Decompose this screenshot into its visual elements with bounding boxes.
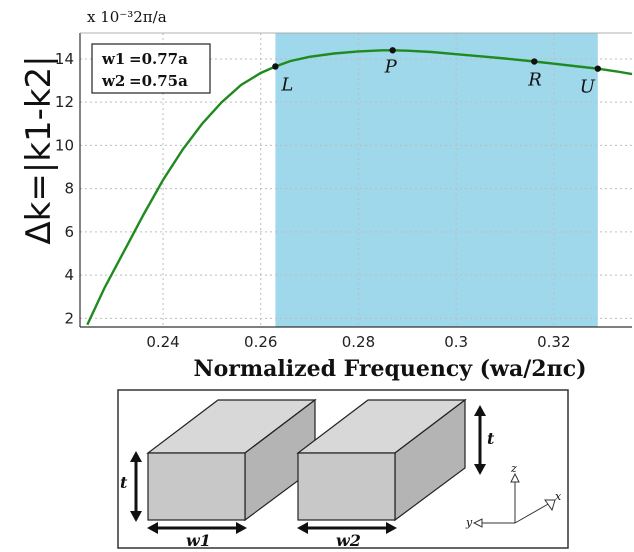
arrowhead xyxy=(297,522,308,534)
x-axis-label-small: x xyxy=(555,490,562,503)
x-axis-label: Normalized Frequency (wa/2πc) xyxy=(193,356,586,382)
point-l xyxy=(272,63,279,70)
shaded-frequency-band xyxy=(275,33,598,327)
z-axis-label: z xyxy=(510,462,517,475)
box1-front-face xyxy=(147,452,246,521)
point-label-u: U xyxy=(580,77,596,98)
marked-points: L P R U xyxy=(272,47,602,98)
y-tick-label: 8 xyxy=(64,180,74,198)
point-label-p: P xyxy=(384,56,398,77)
w2-label: w2 xyxy=(336,531,361,550)
t-label-left: t xyxy=(120,473,128,492)
y-axis-label-small: y xyxy=(465,516,473,529)
t-label-right: t xyxy=(487,429,495,448)
y-tick-labels: 2 4 6 8 10 12 14 xyxy=(55,50,74,327)
legend-w2-value: =0.75a xyxy=(129,72,188,90)
coordinate-axes: z x y xyxy=(465,462,562,529)
x-tick-label: 0.28 xyxy=(342,333,375,351)
point-p xyxy=(389,47,396,54)
z-arrowhead xyxy=(510,472,520,483)
waveguide-diagram: t t w1 w2 z x y xyxy=(117,389,569,550)
arrowhead xyxy=(474,464,486,475)
grid xyxy=(80,33,632,327)
y-tick-label: 12 xyxy=(55,93,74,111)
y-tick-label: 10 xyxy=(55,136,74,154)
point-u xyxy=(594,65,602,72)
x-tick-labels: 0.24 0.26 0.28 0.3 0.32 xyxy=(146,333,570,351)
legend: w1 =0.77a w2 =0.75a xyxy=(91,43,211,94)
x-tick-label: 0.3 xyxy=(444,333,468,351)
x-axis xyxy=(514,502,551,524)
arrowhead xyxy=(147,522,158,534)
x-arrowhead xyxy=(544,499,556,512)
point-r xyxy=(531,58,538,65)
arrowhead xyxy=(386,522,397,534)
arrowhead xyxy=(474,405,486,416)
legend-w1-symbol: w1 xyxy=(101,50,125,68)
x-tick-label: 0.32 xyxy=(537,333,570,351)
y-tick-label: 6 xyxy=(64,223,74,241)
y-arrowhead xyxy=(472,518,483,528)
box2-front-face xyxy=(297,452,396,521)
y-tick-label: 4 xyxy=(64,266,74,284)
y-scale-note: x 10⁻³2π/a xyxy=(87,8,167,26)
arrowhead xyxy=(130,511,142,522)
w1-label: w1 xyxy=(186,531,211,550)
y-axis-label: Δk=|k1-k2| xyxy=(19,55,59,244)
legend-w2-symbol: w2 xyxy=(101,72,125,90)
arrowhead xyxy=(130,451,142,462)
point-label-r: R xyxy=(527,70,542,91)
delta-k-curve xyxy=(86,49,633,326)
y-tick-label: 2 xyxy=(64,309,74,327)
legend-box xyxy=(91,43,211,94)
x-tick-label: 0.26 xyxy=(244,333,277,351)
arrowhead xyxy=(236,522,247,534)
axes xyxy=(79,32,632,328)
point-label-l: L xyxy=(280,75,293,96)
legend-w1-value: =0.77a xyxy=(129,50,188,68)
x-tick-label: 0.24 xyxy=(146,333,179,351)
y-tick-label: 14 xyxy=(55,50,74,68)
